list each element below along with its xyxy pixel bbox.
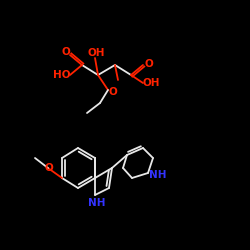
Text: O: O	[62, 47, 70, 57]
Text: O: O	[108, 87, 118, 97]
Text: HO: HO	[53, 70, 71, 80]
Text: OH: OH	[87, 48, 105, 58]
Text: NH: NH	[149, 170, 167, 180]
Text: O: O	[144, 59, 154, 69]
Text: OH: OH	[142, 78, 160, 88]
Text: O: O	[44, 163, 54, 173]
Text: NH: NH	[88, 198, 106, 208]
